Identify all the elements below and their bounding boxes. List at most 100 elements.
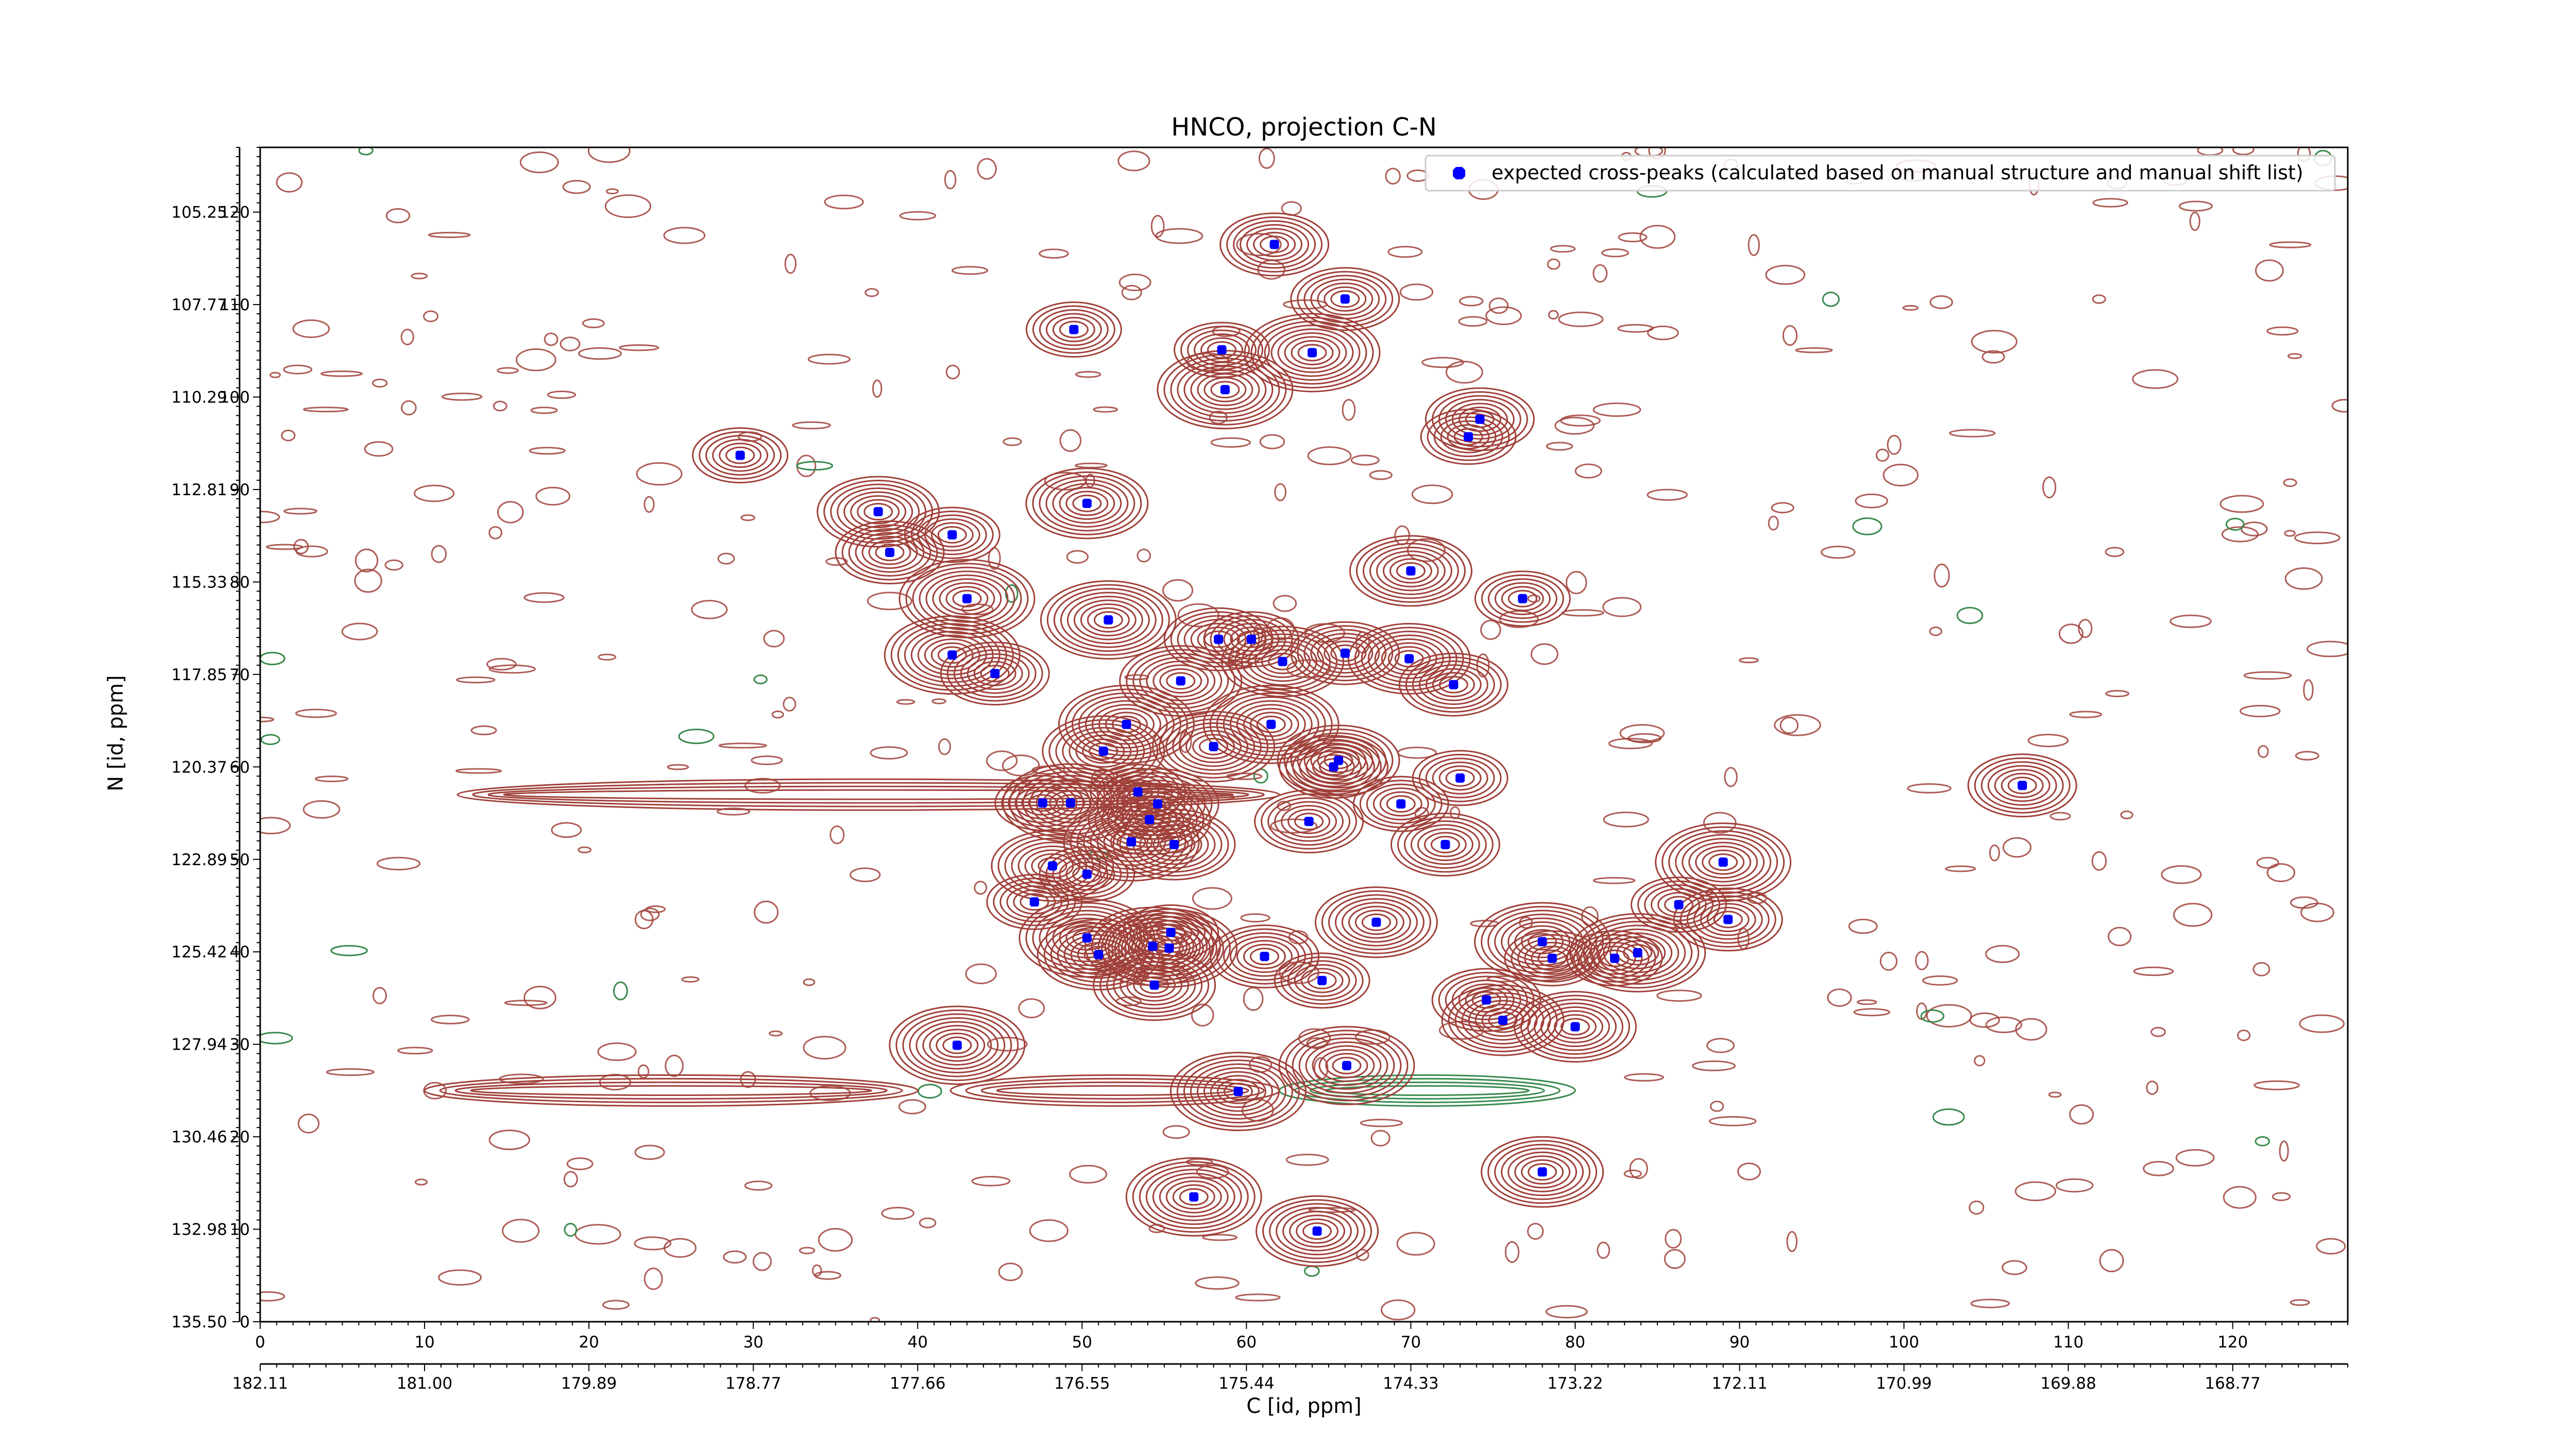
noise-contour — [1066, 550, 1089, 564]
cross-peak-marker[interactable] — [1220, 385, 1230, 395]
cross-peak-marker[interactable] — [1718, 857, 1728, 867]
peak-contour — [1045, 313, 1102, 346]
cross-peak-marker[interactable] — [1396, 799, 1406, 809]
cross-peak-marker[interactable] — [1122, 719, 1131, 729]
cross-peak-marker[interactable] — [1449, 680, 1459, 689]
cross-peak-marker[interactable] — [1246, 634, 1256, 644]
cross-peak-marker[interactable] — [1307, 348, 1317, 358]
cross-peak-marker[interactable] — [1570, 1022, 1580, 1032]
cross-peak-marker[interactable] — [1047, 861, 1057, 871]
cross-peak-marker[interactable] — [735, 450, 745, 460]
cross-peak-marker[interactable] — [1098, 746, 1108, 756]
cross-peak-marker[interactable] — [1166, 928, 1176, 937]
cross-peak-marker[interactable] — [990, 669, 1000, 679]
cross-peak-marker[interactable] — [1342, 1060, 1351, 1070]
cross-peak-marker[interactable] — [1537, 1167, 1547, 1177]
cross-peak-marker[interactable] — [873, 507, 883, 517]
cross-peak-marker[interactable] — [1149, 980, 1159, 990]
cross-peak-marker[interactable] — [952, 1040, 962, 1050]
cross-peak-marker[interactable] — [1169, 840, 1179, 850]
cross-peak-marker[interactable] — [1278, 656, 1287, 666]
cross-peak-marker[interactable] — [1038, 798, 1047, 808]
cross-peak-marker[interactable] — [1312, 1226, 1322, 1236]
noise-contour — [1406, 538, 1446, 562]
cross-peak-marker[interactable] — [885, 547, 894, 557]
cross-peak-marker[interactable] — [1029, 897, 1039, 907]
cross-peak-marker[interactable] — [1069, 325, 1079, 334]
cross-peak-marker[interactable] — [1145, 815, 1155, 824]
streak-contour — [996, 1085, 1234, 1096]
cross-peak-marker[interactable] — [1260, 952, 1269, 962]
plot-area[interactable] — [243, 140, 2357, 1323]
cross-peak-marker[interactable] — [2018, 781, 2027, 790]
cross-peak-marker[interactable] — [1317, 975, 1327, 985]
cross-peak-marker[interactable] — [1266, 719, 1276, 729]
cross-peak-marker[interactable] — [1082, 869, 1092, 879]
peak-contour — [1533, 1002, 1617, 1051]
cross-peak-marker[interactable] — [1723, 915, 1733, 924]
cross-peak-marker[interactable] — [1148, 941, 1158, 951]
cross-peak-marker[interactable] — [1404, 654, 1414, 664]
cross-peak-marker[interactable] — [1189, 1192, 1199, 1202]
cross-peak-marker[interactable] — [1304, 817, 1314, 827]
cross-peak-marker[interactable] — [1340, 648, 1350, 658]
noise-contour — [431, 545, 447, 563]
cross-peak-marker[interactable] — [1269, 240, 1279, 249]
cross-peak-marker[interactable] — [1464, 432, 1473, 442]
cross-peak-marker[interactable] — [1126, 837, 1136, 847]
noise-contour — [803, 978, 816, 986]
cross-peak-marker[interactable] — [1340, 294, 1350, 304]
peak-contour — [1089, 742, 1118, 760]
cross-peak-marker[interactable] — [1164, 943, 1174, 953]
noise-contour — [1554, 416, 1595, 435]
cross-peak-marker[interactable] — [1214, 634, 1224, 644]
cross-peak-marker[interactable] — [1610, 953, 1620, 963]
noise-contour — [1350, 454, 1380, 466]
noise-contour — [931, 698, 946, 704]
cross-peak-marker[interactable] — [1217, 345, 1227, 355]
cross-peak-marker[interactable] — [1065, 798, 1075, 808]
cross-peak-marker[interactable] — [947, 650, 957, 660]
cross-peak-marker[interactable] — [1482, 995, 1492, 1005]
cross-peak-marker[interactable] — [1094, 950, 1104, 959]
negative-contour — [260, 734, 280, 745]
noise-contour — [1308, 1207, 1356, 1213]
peak-contour — [1657, 892, 1700, 918]
peak-contour — [940, 642, 1050, 706]
peak-contour — [1197, 373, 1253, 407]
peak-contour — [1216, 928, 1313, 985]
cross-peak-marker[interactable] — [962, 594, 972, 603]
cross-peak-marker[interactable] — [1547, 953, 1557, 963]
peak-contour — [1438, 676, 1468, 694]
peak-contour — [1049, 790, 1092, 816]
cross-peak-marker[interactable] — [1082, 933, 1092, 943]
cross-peak-marker[interactable] — [1475, 414, 1485, 424]
peak-contour — [1553, 1014, 1597, 1040]
cross-peak-marker[interactable] — [1153, 799, 1163, 809]
cross-peak-marker[interactable] — [1455, 773, 1465, 783]
cross-peak-marker[interactable] — [1537, 937, 1547, 947]
noise-contour — [1623, 1169, 1642, 1178]
cross-peak-marker[interactable] — [1633, 948, 1642, 957]
cross-peak-marker[interactable] — [1082, 498, 1092, 508]
cross-peak-marker[interactable] — [1440, 840, 1450, 850]
peak-contour — [1001, 779, 1084, 828]
cross-peak-marker[interactable] — [1209, 742, 1218, 751]
cross-peak-marker[interactable] — [947, 530, 957, 540]
peak-contour — [1140, 976, 1170, 994]
cross-peak-marker[interactable] — [1176, 676, 1185, 686]
cross-peak-marker[interactable] — [1133, 787, 1143, 797]
cross-peak-marker[interactable] — [1371, 917, 1381, 927]
cross-peak-marker[interactable] — [1104, 615, 1113, 625]
cross-peak-marker[interactable] — [1674, 900, 1684, 909]
cross-peak-marker[interactable] — [1498, 1015, 1508, 1025]
legend-box — [1425, 155, 2336, 192]
noise-contour — [763, 630, 785, 648]
noise-contour — [2014, 1181, 2057, 1202]
cross-peak-marker[interactable] — [1406, 566, 1416, 576]
noise-contour — [1929, 295, 1953, 309]
cross-peak-marker[interactable] — [1233, 1087, 1243, 1097]
cross-peak-marker[interactable] — [1518, 594, 1528, 603]
cross-peak-marker[interactable] — [1329, 762, 1338, 772]
peak-contour — [1192, 734, 1235, 760]
